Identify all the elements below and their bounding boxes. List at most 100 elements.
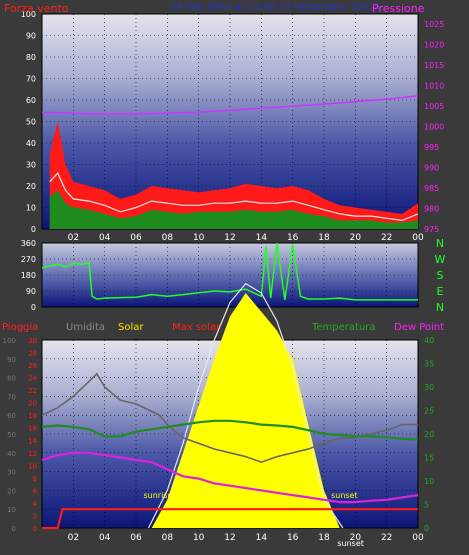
y-tick-label: 980 [424, 205, 439, 214]
y-tick-label: 60 [26, 96, 36, 105]
y-tick-label: 30 [424, 383, 434, 392]
pressure-y-axis-right: 975 980 985 990 995 1000 1005 1010 1015 1020 1025 [424, 20, 444, 234]
y-tick-label: 10 [28, 462, 37, 470]
y-tick-label: 26 [28, 362, 37, 370]
solar-area [151, 293, 340, 528]
direction-grid [42, 243, 418, 307]
y-tick-label: 30 [7, 469, 16, 477]
wind-gust-area [49, 121, 419, 229]
y-tick-label: 80 [26, 53, 36, 62]
y-tick-label: 20 [7, 487, 16, 495]
x-tick-label: 10 [193, 533, 205, 543]
y-tick-label: 16 [28, 425, 37, 433]
compass-letter: N [436, 237, 444, 250]
y-tick-label: 10 [26, 204, 36, 213]
y-tick-label: 975 [424, 225, 439, 234]
y-tick-label: 270 [21, 255, 36, 264]
y-tick-label: 20 [26, 182, 36, 191]
y-tick-label: 1000 [424, 123, 444, 132]
x-tick-label: 14 [256, 533, 268, 543]
y-tick-label: 40 [424, 336, 434, 345]
dew-point-line [41, 451, 419, 504]
y-tick-label: 985 [424, 184, 439, 193]
legend-label: Solar [118, 322, 144, 333]
y-tick-label: 20 [28, 400, 37, 408]
climate-x-axis: 02 04 06 08 10 12 14 16 18 20 22 00 [68, 533, 424, 543]
wind-average-area [49, 190, 419, 229]
x-tick-label: 06 [130, 533, 142, 543]
climate-legend: Pioggia Umidita Solar Max solar Temperatura D… [2, 322, 444, 333]
x-tick-label: 20 [350, 533, 362, 543]
x-tick-label: 00 [412, 233, 424, 243]
direction-y-axis: 0 90 180 270 360 [21, 239, 36, 312]
y-tick-label: 990 [424, 164, 439, 173]
y-tick-label: 180 [21, 271, 36, 280]
y-tick-label: 6 [33, 487, 38, 495]
wind-axis-label: Forza vento [4, 2, 69, 15]
pressure-axis-label: Pressione [372, 2, 425, 15]
y-tick-label: 995 [424, 143, 439, 152]
compass-letter: N [436, 301, 444, 314]
y-tick-label: 90 [7, 356, 16, 364]
climate-series [41, 282, 419, 530]
x-tick-label: 04 [99, 233, 111, 243]
x-tick-label: 02 [68, 533, 79, 543]
wind-series [41, 95, 419, 229]
y-tick-label: 28 [28, 350, 37, 358]
x-tick-label: 16 [287, 533, 299, 543]
y-tick-label: 15 [424, 454, 434, 463]
x-tick-label: 14 [256, 233, 268, 243]
legend-label: Dew Point [394, 322, 444, 333]
y-tick-label: 0 [31, 225, 36, 234]
y-tick-label: 1010 [424, 82, 444, 91]
x-tick-label: 16 [287, 233, 299, 243]
wind-y-axis-left: 0 10 20 30 40 50 60 70 80 90 100 [21, 10, 36, 234]
pressure-line [41, 95, 419, 116]
y-tick-label: 100 [3, 337, 16, 345]
sun-annotation: sunset [337, 539, 364, 548]
y-tick-label: 0 [31, 303, 36, 312]
y-tick-label: 1025 [424, 20, 444, 29]
wind-speed-line [49, 172, 419, 222]
compass-letter: S [437, 269, 444, 282]
top-chart-title: 24 Ore [Fino al 13:30 13 Settembre 2012] [170, 2, 380, 13]
humidity-line [41, 372, 418, 464]
legend-label: Max solar [172, 322, 221, 333]
x-tick-label: 22 [381, 233, 392, 243]
x-tick-label: 12 [224, 233, 235, 243]
y-tick-label: 24 [28, 375, 37, 383]
sun-annotation: sunrise [143, 491, 172, 500]
x-tick-label: 20 [350, 233, 362, 243]
temperature-line [41, 419, 419, 441]
y-tick-label: 90 [26, 32, 36, 41]
temperature-y-axis: 0 5 10 15 20 25 30 35 40 [424, 336, 434, 533]
y-tick-label: 40 [7, 450, 16, 458]
legend-label: Umidita [66, 322, 105, 333]
y-tick-label: 10 [424, 477, 434, 486]
x-tick-label: 18 [318, 533, 330, 543]
legend-label: Pioggia [2, 322, 38, 333]
x-tick-label: 10 [193, 233, 205, 243]
y-tick-label: 35 [424, 360, 434, 369]
y-tick-label: 80 [7, 375, 16, 383]
y-tick-label: 20 [424, 430, 434, 439]
x-tick-label: 18 [318, 233, 330, 243]
y-tick-label: 30 [26, 161, 36, 170]
humidity-y-axis: 0 10 20 30 40 50 60 70 80 90 100 [3, 337, 16, 533]
y-tick-label: 14 [28, 437, 37, 445]
x-tick-label: 02 [68, 233, 79, 243]
rain-line [42, 508, 418, 530]
direction-series [41, 242, 418, 301]
wind-x-axis: 02 04 06 08 10 12 14 16 18 20 22 00 [68, 233, 424, 243]
y-tick-label: 12 [28, 450, 37, 458]
y-tick-label: 1015 [424, 61, 444, 70]
y-tick-label: 1020 [424, 41, 444, 50]
x-tick-label: 00 [412, 533, 424, 543]
y-tick-label: 50 [7, 431, 16, 439]
x-tick-label: 12 [224, 533, 235, 543]
y-tick-label: 2 [33, 512, 37, 520]
